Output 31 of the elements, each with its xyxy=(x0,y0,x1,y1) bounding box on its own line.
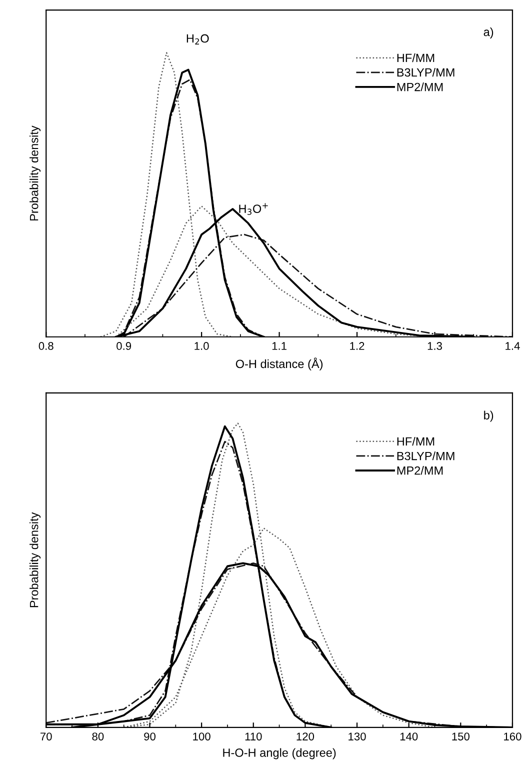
y-axis-title: Probability density xyxy=(30,126,41,220)
legend-label: HF/MM xyxy=(397,53,434,62)
legend-label: HF/MM xyxy=(397,436,434,446)
x-tick-label: 150 xyxy=(452,732,470,740)
x-tick-label: 1.4 xyxy=(506,342,520,350)
legend-label: B3LYP/MM xyxy=(397,452,454,460)
legend-label: MP2/MM xyxy=(397,466,443,475)
annotation: H$_{3}$O$^{+}$ xyxy=(239,203,268,215)
legend-label: MP2/MM xyxy=(397,82,443,92)
x-axis-title: H-O-H angle (degree) xyxy=(223,748,336,760)
x-axis-title: O-H distance (Å) xyxy=(236,358,323,370)
x-tick-label: 160 xyxy=(504,732,522,740)
text: b) xyxy=(484,410,494,422)
text: a) xyxy=(484,27,494,38)
y-axis-title: Probability density xyxy=(30,512,41,608)
legend-label: B3LYP/MM xyxy=(397,68,454,77)
x-tick-label: 130 xyxy=(348,732,366,740)
x-tick-label: 100 xyxy=(193,732,210,740)
x-tick-label: 140 xyxy=(400,732,418,740)
x-tick-label: 1.1 xyxy=(272,342,286,350)
x-tick-label: 0.8 xyxy=(38,342,54,350)
x-tick-label: 0.9 xyxy=(116,342,132,350)
x-tick-label: 90 xyxy=(144,732,156,740)
x-tick-label: 1.0 xyxy=(194,342,209,350)
x-tick-label: 1.3 xyxy=(428,342,442,350)
x-tick-label: 80 xyxy=(92,732,104,740)
x-tick-label: 110 xyxy=(245,732,262,740)
x-tick-label: 1.2 xyxy=(350,342,364,350)
x-tick-label: 120 xyxy=(296,732,314,740)
text: H$_{2}$O xyxy=(186,34,209,44)
x-tick-label: 70 xyxy=(40,732,52,740)
